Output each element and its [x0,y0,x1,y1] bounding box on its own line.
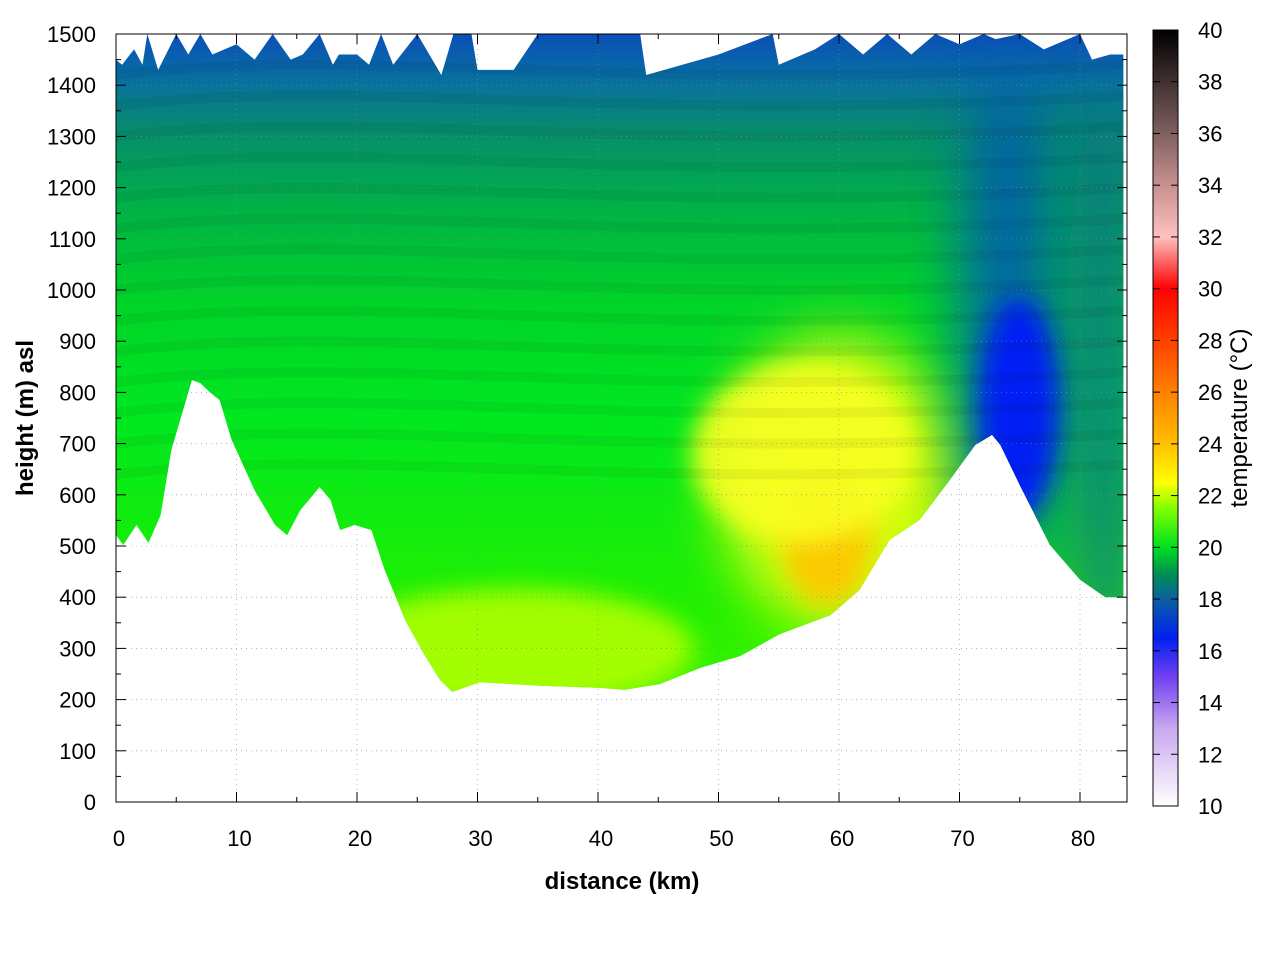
contour-band [116,367,1124,388]
y-tick-label: 0 [84,790,96,815]
contour-band [116,244,1124,265]
x-tick-label: 50 [709,826,733,851]
field-feature [333,588,694,692]
colorbar-tick-label: 32 [1198,225,1222,250]
colorbar-tick-label: 30 [1198,277,1222,302]
x-tick-label: 70 [950,826,974,851]
colorbar-tick-label: 36 [1198,121,1222,146]
colorbar-tick-label: 10 [1198,794,1222,819]
y-tick-label: 1000 [47,278,96,303]
colorbar-tick-label: 24 [1198,432,1222,457]
y-tick-label: 800 [59,380,96,405]
x-tick-label: 0 [113,826,125,851]
contour-band [116,121,1124,142]
y-tick-label: 900 [59,329,96,354]
y-tick-label: 1200 [47,176,96,201]
contour-band [116,59,1124,80]
contour-band [116,305,1124,326]
y-tick-label: 300 [59,636,96,661]
y-tick-label: 1300 [47,124,96,149]
x-tick-label: 60 [830,826,854,851]
y-axis-label: height (m) asl [12,340,39,496]
temperature-field [116,34,1124,692]
colorbar-tick-label: 40 [1198,18,1222,43]
x-axis-label: distance (km) [545,868,700,895]
field-feature [692,363,913,544]
y-tick-label: 1100 [49,227,96,252]
contour-band [116,397,1124,418]
colorbar-label: temperature (°C) [1226,329,1253,508]
y-tick-label: 700 [59,432,96,457]
y-tick-label: 1500 [47,22,96,47]
colorbar [1152,29,1179,807]
y-tick-label: 100 [59,739,96,764]
colorbar-tick-label: 28 [1198,328,1222,353]
contour-band [116,213,1124,234]
y-tick-label: 200 [59,688,96,713]
colorbar-tick-label: 20 [1198,535,1222,560]
east-halo [1064,92,1124,692]
x-tick-label: 30 [468,826,492,851]
grid-lines [116,34,1127,802]
contour-band [116,152,1124,173]
x-tick-label: 10 [227,826,251,851]
y-tick-label: 400 [59,585,96,610]
colorbar-tick-label: 18 [1198,587,1222,612]
contour-band [116,90,1124,111]
contour-band [116,182,1124,203]
colorbar-tick-label: 34 [1198,173,1222,198]
contour-band [116,275,1124,295]
colorbar-tick-label: 38 [1198,70,1222,95]
colorbar-tick-label: 16 [1198,639,1222,664]
x-tick-label: 80 [1071,826,1095,851]
y-tick-label: 1400 [47,73,96,98]
contour-band [116,336,1124,357]
colorbar-tick-label: 12 [1198,742,1222,767]
y-tick-label: 500 [59,534,96,559]
colorbar-tick-label: 22 [1198,484,1222,509]
y-tick-label: 600 [59,483,96,508]
x-tick-label: 20 [348,826,372,851]
colorbar-tick-label: 26 [1198,380,1222,405]
x-tick-label: 40 [589,826,613,851]
colorbar-tick-label: 14 [1198,691,1222,716]
